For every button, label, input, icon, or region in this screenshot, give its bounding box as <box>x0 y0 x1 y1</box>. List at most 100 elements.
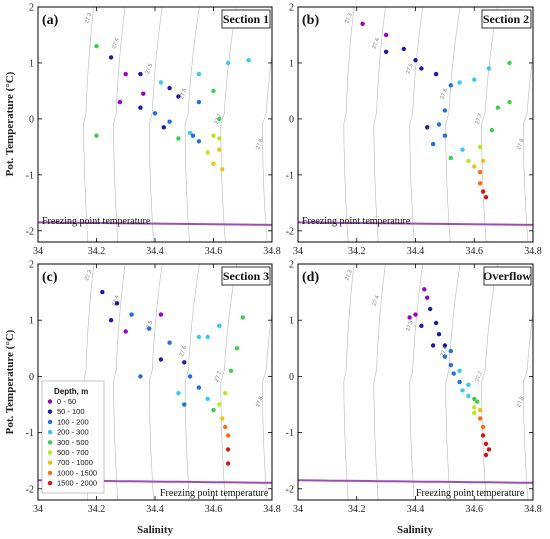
depth-legend: Depth, m 0 - 5050 - 100100 - 200200 - 30… <box>42 381 104 493</box>
data-point <box>138 72 142 76</box>
y-tick-label: 2 <box>29 3 34 14</box>
data-point <box>437 332 441 336</box>
data-point <box>223 391 227 395</box>
data-point <box>138 374 142 378</box>
y-axis-title: Pot. Temperature (°C) <box>4 329 16 434</box>
data-point <box>466 383 470 387</box>
legend-title: Depth, m <box>54 387 88 396</box>
legend-marker <box>48 420 52 424</box>
data-point <box>223 425 227 429</box>
data-point <box>490 128 494 132</box>
y-tick-label: 0 <box>29 114 34 125</box>
isopycnal-lines: 27.3 27.4 27.5 27.6 27.7 27.8 <box>344 7 541 242</box>
panel-label: (b) <box>302 13 319 28</box>
y-tick-label: -2 <box>26 226 34 237</box>
data-point <box>419 66 423 70</box>
data-point <box>167 120 171 124</box>
data-point <box>226 461 230 465</box>
isopycnal-line <box>263 7 280 242</box>
x-tick-label: 34 <box>33 504 43 515</box>
legend-marker <box>48 440 52 444</box>
scatter-points <box>94 44 251 172</box>
legend-entry-label: 100 - 200 <box>57 417 89 426</box>
y-tick-label: 2 <box>289 260 294 271</box>
data-point <box>443 355 447 359</box>
data-point <box>496 106 500 110</box>
plot-frame <box>298 7 533 242</box>
data-point <box>176 136 180 140</box>
y-tick-label: 1 <box>289 316 294 327</box>
isopycnal-label: 27.5 <box>405 63 414 75</box>
legend-entry-label: 700 - 1000 <box>57 458 93 467</box>
data-point <box>457 369 461 373</box>
legend-marker <box>48 471 52 475</box>
data-point <box>197 139 201 143</box>
data-point <box>434 321 438 325</box>
y-axis-title: Pot. Temperature (°C) <box>4 71 16 176</box>
legend-marker <box>48 410 52 414</box>
data-point <box>206 397 210 401</box>
data-point <box>481 425 485 429</box>
y-tick-label: 2 <box>29 260 34 271</box>
y-tick-label: 0 <box>29 372 34 383</box>
x-axis-title: Salinity <box>137 524 174 536</box>
y-tick-label: -2 <box>286 226 294 237</box>
data-point <box>478 145 482 149</box>
data-point <box>167 86 171 90</box>
isopycnal-line <box>185 7 199 242</box>
data-point <box>220 416 224 420</box>
scatter-points <box>360 22 511 200</box>
x-tick-label: 34.8 <box>524 504 542 515</box>
data-point <box>407 315 411 319</box>
data-point <box>220 167 224 171</box>
data-point <box>507 100 511 104</box>
data-point <box>507 61 511 65</box>
data-point <box>235 346 239 350</box>
legend-entry-label: 200 - 300 <box>57 428 89 437</box>
isopycnal-label: 27.8 <box>516 138 525 150</box>
isopycnal-line <box>149 264 162 500</box>
freezing-line <box>298 480 533 483</box>
isopycnal-label: 27.7 <box>475 371 484 383</box>
data-point <box>422 287 426 291</box>
data-point <box>484 442 488 446</box>
legend-marker <box>48 481 52 485</box>
legend-entry-label: 1000 - 1500 <box>57 468 97 477</box>
y-tick-label: -2 <box>286 484 294 495</box>
plot-frame <box>38 7 272 242</box>
freezing-label: Freezing point temperature <box>416 488 525 499</box>
isopycnal-line <box>344 7 354 242</box>
data-point <box>487 447 491 451</box>
data-point <box>176 391 180 395</box>
data-point <box>147 326 151 330</box>
data-point <box>449 156 453 160</box>
isopycnal-label: 27.6 <box>440 88 449 100</box>
legend-marker <box>48 461 52 465</box>
data-point <box>197 385 201 389</box>
legend-marker <box>48 450 52 454</box>
y-tick-label: -1 <box>286 428 294 439</box>
data-point <box>457 80 461 84</box>
x-tick-label: 34.2 <box>88 246 106 257</box>
data-point <box>124 72 128 76</box>
data-point <box>481 159 485 163</box>
data-point <box>246 58 250 62</box>
data-point <box>211 408 215 412</box>
data-point <box>153 111 157 115</box>
y-tick-label: 2 <box>289 3 294 14</box>
x-tick-label: 34.4 <box>146 246 164 257</box>
isopycnal-line <box>84 7 94 242</box>
data-point <box>94 134 98 138</box>
data-point <box>460 148 464 152</box>
x-tick-label: 34.6 <box>205 504 223 515</box>
isopycnal-lines: 27.3 27.4 27.5 27.6 27.7 27.8 <box>344 264 541 500</box>
data-point <box>217 402 221 406</box>
data-point <box>206 150 210 154</box>
panel-label: (c) <box>42 270 58 285</box>
data-point <box>431 142 435 146</box>
x-tick-label: 34.6 <box>466 246 484 257</box>
data-point <box>472 411 476 415</box>
data-point <box>226 433 230 437</box>
data-point <box>457 380 461 384</box>
